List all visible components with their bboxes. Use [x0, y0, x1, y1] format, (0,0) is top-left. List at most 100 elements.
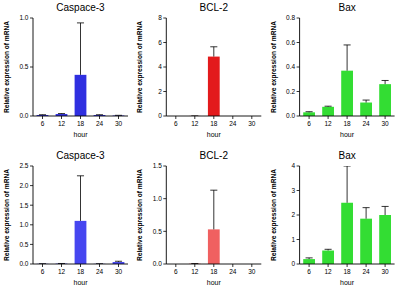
error-bar — [39, 114, 46, 115]
x-tick-label: 18 — [343, 120, 351, 127]
x-tick-label: 30 — [248, 120, 256, 127]
x-tick-label: 12 — [58, 120, 66, 127]
title: BCL-2 — [200, 150, 229, 161]
x-tick-label: 18 — [210, 120, 218, 127]
error-stem — [385, 206, 386, 215]
y-tick-label: 0 — [291, 260, 295, 267]
x-tick-label: 6 — [174, 268, 178, 275]
y-tick-label: 0.4 — [286, 63, 295, 70]
y-tick-label: 1.0 — [153, 195, 162, 202]
x-axis-label: hour — [73, 131, 88, 138]
y-tick-label: 0.5 — [19, 63, 28, 70]
bar — [208, 229, 220, 264]
y-tick-label: 1.0 — [19, 14, 28, 21]
error-cap — [210, 46, 217, 47]
y-tick-label: 0.0 — [19, 112, 28, 119]
error-bar — [325, 249, 332, 250]
x-tick — [99, 264, 100, 267]
x-tick-label: 6 — [174, 120, 178, 127]
x-tick-label: 24 — [96, 268, 104, 275]
title: Caspace-3 — [56, 150, 105, 161]
error-stem — [347, 45, 348, 71]
x-tick — [80, 264, 81, 267]
error-stem — [385, 80, 386, 84]
y-tick-label: 0.0 — [19, 260, 28, 267]
error-bar — [306, 258, 313, 259]
y-tick-label: 1.0 — [19, 221, 28, 228]
error-cap — [77, 22, 84, 23]
error-bar — [363, 100, 370, 102]
y-axis-label: Relative expression of mRNA — [3, 169, 11, 261]
error-cap — [382, 206, 389, 207]
error-bar — [382, 80, 389, 84]
error-cap — [325, 106, 332, 107]
y-axis-label: Relative expression of mRNA — [270, 169, 278, 261]
x-tick — [328, 264, 329, 267]
bar — [75, 75, 87, 116]
y-axis-label: Relative expression of mRNA — [3, 21, 11, 113]
y-axis — [166, 18, 167, 116]
x-tick-label: 12 — [324, 268, 332, 275]
marks — [303, 166, 391, 264]
panel: Caspace-3 Relative expression of mRNA hour… — [3, 2, 128, 138]
error-cap — [77, 175, 84, 176]
x-axis — [166, 116, 261, 117]
bar — [208, 57, 220, 116]
x-tick-label: 12 — [324, 120, 332, 127]
error-cap — [344, 44, 351, 45]
panel: BaxRelative expression of mRNAhour0.00.2… — [270, 2, 395, 138]
bar — [75, 221, 87, 264]
x-axis-label: hour — [207, 279, 222, 286]
figure: Caspace-3 Relative expression of mRNA hour… — [0, 0, 400, 295]
x-tick-label: 12 — [191, 120, 199, 127]
x-tick-label: 24 — [229, 268, 237, 275]
error-stem — [80, 23, 81, 75]
x-tick-label: 24 — [362, 268, 370, 275]
error-bar — [344, 166, 351, 203]
x-tick-label: 6 — [307, 120, 311, 127]
x-tick — [42, 264, 43, 267]
y-tick-label: 4 — [158, 63, 162, 70]
x-tick — [175, 264, 176, 267]
x-tick-label: 6 — [307, 268, 311, 275]
x-tick-label: 30 — [381, 120, 389, 127]
y-tick-label: 0.6 — [286, 39, 295, 46]
y-tick-label: 0.0 — [153, 260, 162, 267]
error-bar — [58, 113, 65, 114]
x-axis — [33, 116, 128, 117]
x-tick-label: 24 — [362, 120, 370, 127]
x-tick-label: 6 — [41, 268, 45, 275]
x-tick-label: 24 — [229, 120, 237, 127]
y-tick-label: 6 — [158, 39, 162, 46]
title: Bax — [338, 150, 355, 161]
x-axis — [33, 264, 128, 265]
error-bar — [344, 45, 351, 71]
bar — [322, 251, 334, 264]
x-tick — [366, 264, 367, 267]
x-tick-label: 30 — [248, 268, 256, 275]
error-stem — [80, 176, 81, 221]
x-tick — [232, 264, 233, 267]
x-tick-label: 18 — [77, 120, 85, 127]
error-stem — [213, 47, 214, 57]
bar — [379, 84, 391, 116]
x-tick-label: 12 — [191, 268, 199, 275]
bar — [379, 215, 391, 264]
x-tick — [251, 264, 252, 267]
error-stem — [366, 208, 367, 219]
error-stem — [347, 166, 348, 203]
x-axis-label: hour — [340, 279, 355, 286]
x-tick-label: 18 — [210, 268, 218, 275]
title: Caspace-3 — [56, 2, 105, 13]
x-axis — [300, 264, 395, 265]
x-axis — [166, 264, 261, 265]
error-bar — [77, 176, 84, 221]
y-tick-label: 0.8 — [286, 14, 295, 21]
title: BCL-2 — [200, 2, 229, 13]
marks — [37, 23, 125, 116]
error-cap — [344, 166, 351, 167]
marks — [189, 47, 220, 116]
y-tick-label: 0.5 — [19, 241, 28, 248]
bar — [360, 103, 372, 116]
y-tick-label: 0.0 — [286, 112, 295, 119]
